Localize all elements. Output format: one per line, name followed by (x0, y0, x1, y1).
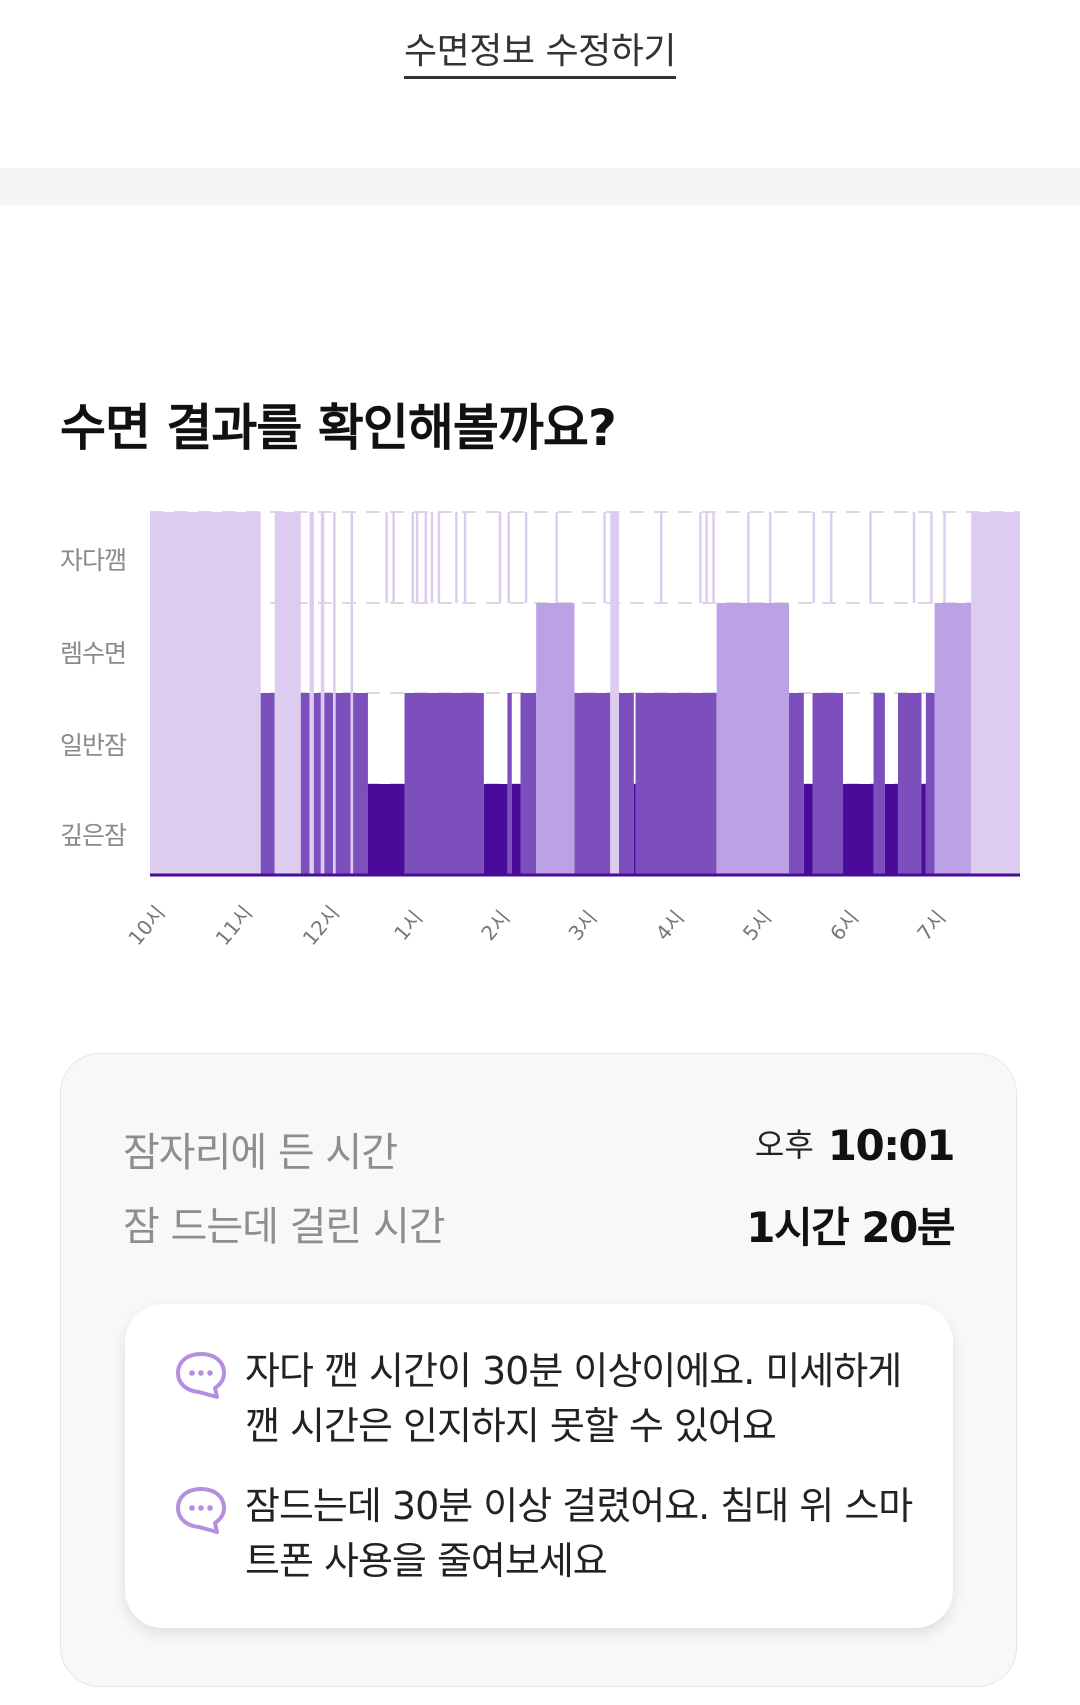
bed-time-ampm: 오후 (754, 1126, 814, 1164)
tips-box: 자다 깬 시간이 30분 이상이에요. 미세하게 깬 시간은 인지하지 못할 수… (125, 1304, 953, 1628)
chat-bubble-icon (176, 1487, 226, 1534)
stage-label-deep: 깊은잠 (60, 821, 127, 850)
segment-깊은잠 (803, 784, 813, 875)
segment-일반잠 (574, 693, 611, 875)
latency-value: 1시간 20분 (746, 1203, 955, 1252)
segment-깊은잠 (633, 784, 636, 875)
segment-렘수면 (934, 603, 972, 875)
stage-label-awake: 자다깸 (60, 546, 127, 575)
segment-일반잠 (404, 693, 484, 875)
segment-깊은잠 (367, 784, 405, 875)
segment-일반잠 (324, 693, 334, 875)
x-tick-label: 12시 (298, 901, 345, 950)
segment-깊은잠 (843, 784, 874, 875)
segment-일반잠 (925, 693, 935, 875)
segment-일반잠 (507, 693, 512, 875)
awake-spike (555, 512, 558, 603)
segment-일반잠 (520, 693, 537, 875)
segment-일반잠 (618, 693, 634, 875)
awake-spike (385, 512, 388, 603)
segment-일반잠 (260, 693, 275, 875)
awake-spike (699, 512, 702, 603)
segment-깊은잠 (483, 784, 508, 875)
sleep-summary-card: 잠자리에 든 시간 오후 10:01 잠 드는데 걸린 시간 1시간 20분 자다… (60, 1053, 1017, 1687)
segment-깊은잠 (511, 784, 521, 875)
awake-spike (392, 512, 395, 603)
awake-spike (812, 512, 816, 603)
x-tick-label: 10시 (123, 901, 170, 950)
stage-label-rem: 렘수면 (60, 639, 127, 668)
segment-자다깸 (150, 512, 261, 875)
chat-bubble-icon (176, 1352, 226, 1399)
x-tick-label: 6시 (825, 906, 863, 945)
segment-일반잠 (635, 693, 717, 875)
x-tick-label: 7시 (912, 906, 950, 945)
x-tick-label: 4시 (651, 906, 689, 945)
segment-일반잠 (897, 693, 922, 875)
segment-자다깸 (350, 512, 354, 875)
latency-value-wrap: 1시간 20분 (746, 1194, 955, 1255)
bed-time-value: 10:01 (827, 1121, 956, 1170)
segment-렘수면 (716, 603, 789, 875)
segment-깊은잠 (921, 784, 926, 875)
segment-일반잠 (788, 693, 804, 875)
awake-spike (747, 512, 750, 603)
awake-spike (411, 512, 415, 603)
awake-spike (829, 512, 833, 603)
awake-spike (943, 512, 946, 603)
awake-spike (659, 512, 663, 603)
edit-sleep-info-link-wrap: 수면정보 수정하기 (0, 22, 1080, 79)
x-tick-label: 5시 (738, 906, 776, 945)
awake-spike (498, 512, 502, 603)
awake-spike (424, 512, 428, 603)
awake-spike (768, 512, 772, 603)
segment-자다깸 (309, 512, 314, 875)
segment-일반잠 (812, 693, 844, 875)
segment-일반잠 (335, 693, 351, 875)
segment-자다깸 (320, 512, 325, 875)
segment-일반잠 (300, 693, 310, 875)
x-tick-label: 3시 (563, 906, 601, 945)
bed-time-value-wrap: 오후 10:01 (754, 1120, 956, 1170)
awake-spike (507, 512, 510, 603)
sleep-stage-chart: 10시 11시 12시 1시 2시 3시 4시 5시 6시 7시 (123, 511, 1020, 950)
segment-일반잠 (353, 693, 368, 875)
bed-time-label: 잠자리에 든 시간 (123, 1130, 398, 1176)
tip-text: 자다 깬 시간이 30분 이상이에요. 미세하게 깬 시간은 인지하지 못할 수… (245, 1349, 902, 1448)
x-tick-label: 11시 (211, 901, 258, 950)
segment-렘수면 (536, 603, 575, 875)
awake-spike (930, 512, 933, 603)
segment-자다깸 (610, 512, 619, 875)
bed-time-row: 잠자리에 든 시간 오후 10:01 (123, 1120, 956, 1180)
latency-label: 잠 드는데 걸린 시간 (123, 1204, 446, 1250)
awake-spike (524, 512, 528, 603)
awake-spike (705, 512, 708, 603)
section-title: 수면 결과를 확인해볼까요? (60, 399, 617, 457)
x-tick-label: 1시 (389, 906, 427, 945)
section-divider (0, 168, 1080, 205)
segment-일반잠 (873, 693, 885, 875)
awake-spike (430, 512, 434, 603)
awake-spike (912, 512, 916, 603)
awake-spike (455, 512, 458, 603)
stage-label-light: 일반잠 (60, 731, 127, 760)
awake-spike (415, 512, 419, 603)
awake-spike (603, 512, 606, 603)
awake-spike (463, 512, 467, 603)
edit-sleep-info-link[interactable]: 수면정보 수정하기 (404, 31, 676, 79)
latency-row: 잠 드는데 걸린 시간 1시간 20분 (123, 1194, 955, 1255)
segment-자다깸 (274, 512, 301, 875)
tip-text: 잠드는데 30분 이상 걸렸어요. 침대 위 스마트폰 사용을 줄여보세요 (245, 1484, 913, 1583)
awake-spike (869, 512, 872, 603)
awake-spike (712, 512, 715, 603)
awake-spike (437, 512, 441, 603)
x-tick-label: 2시 (476, 906, 514, 945)
segment-자다깸 (971, 512, 1020, 875)
segment-자다깸 (333, 512, 336, 875)
segment-깊은잠 (884, 784, 898, 875)
segment-일반잠 (313, 693, 321, 875)
